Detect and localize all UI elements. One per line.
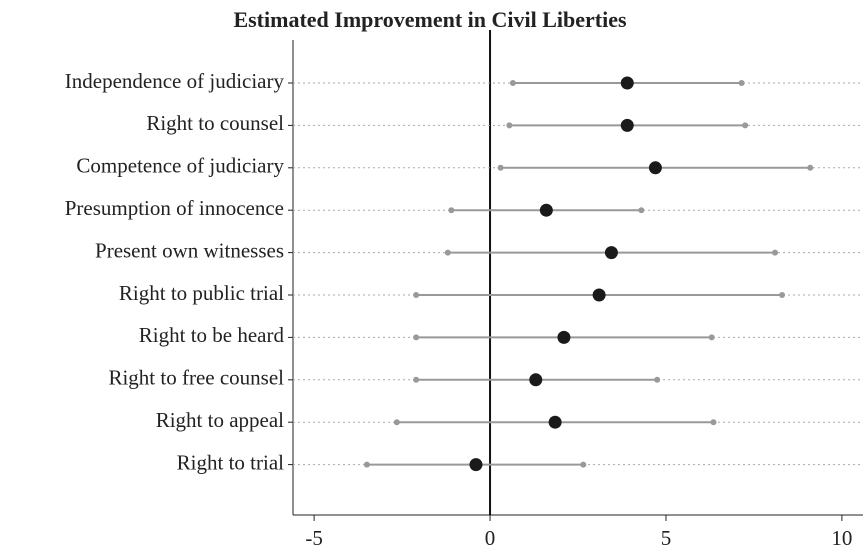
estimate bbox=[539, 203, 553, 217]
y-tick-label: Present own witnesses bbox=[95, 238, 284, 262]
estimate bbox=[557, 330, 571, 344]
interval-high bbox=[638, 207, 645, 214]
interval-low bbox=[363, 461, 370, 468]
interval-high bbox=[654, 376, 661, 383]
interval-high bbox=[580, 461, 587, 468]
interval-high bbox=[779, 292, 786, 298]
interval-low bbox=[413, 376, 420, 383]
y-tick-label: Right to public trial bbox=[119, 281, 284, 305]
interval-high bbox=[710, 419, 717, 426]
interval-low bbox=[448, 207, 455, 214]
estimate bbox=[469, 458, 483, 472]
x-tick-label: -5 bbox=[305, 526, 323, 550]
y-tick-label: Presumption of innocence bbox=[65, 196, 284, 220]
interval-high bbox=[807, 164, 814, 171]
interval-low bbox=[413, 292, 420, 298]
interval-low bbox=[393, 419, 400, 426]
y-tick-label: Right to counsel bbox=[146, 111, 284, 135]
estimate bbox=[648, 161, 662, 175]
estimate bbox=[620, 76, 634, 90]
x-tick-label: 10 bbox=[831, 526, 852, 550]
interval-low bbox=[509, 80, 516, 86]
interval-high bbox=[742, 122, 749, 129]
interval-low bbox=[497, 164, 504, 171]
interval-high bbox=[772, 249, 779, 256]
interval-low bbox=[506, 122, 513, 129]
interval-high bbox=[708, 334, 715, 341]
y-tick-label: Right to free counsel bbox=[108, 366, 284, 390]
estimate bbox=[620, 118, 634, 132]
x-tick-label: 5 bbox=[661, 526, 672, 550]
y-tick-label: Right to trial bbox=[177, 450, 284, 474]
y-tick-label: Right to appeal bbox=[156, 408, 284, 432]
estimate bbox=[604, 246, 618, 260]
estimate bbox=[529, 373, 543, 387]
chart-title: Estimated Improvement in Civil Liberties bbox=[233, 7, 627, 32]
y-tick-label: Competence of judiciary bbox=[76, 154, 284, 178]
interval-low bbox=[444, 249, 451, 256]
interval-high bbox=[738, 80, 745, 86]
estimate bbox=[548, 415, 562, 429]
interval-low bbox=[413, 334, 420, 341]
y-tick-label: Right to be heard bbox=[139, 323, 285, 347]
estimate bbox=[592, 288, 606, 302]
x-tick-label: 0 bbox=[485, 526, 496, 550]
y-tick-label: Independence of judiciary bbox=[65, 69, 285, 93]
